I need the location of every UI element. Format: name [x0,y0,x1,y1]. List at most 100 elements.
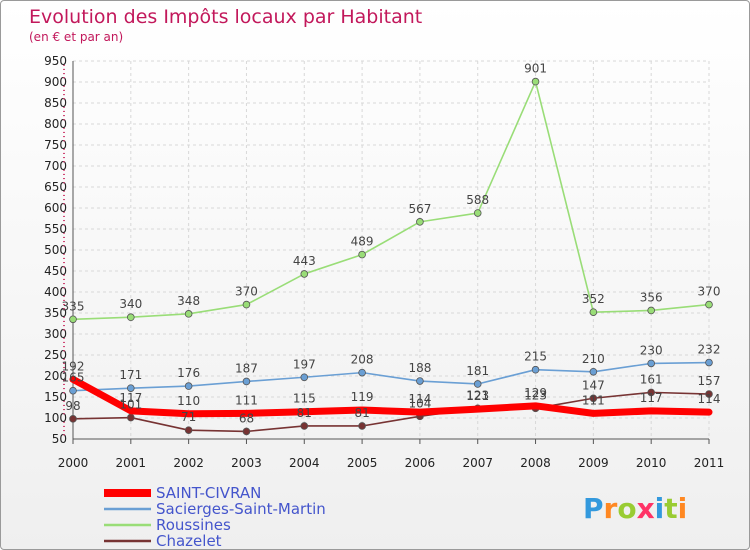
data-point-chazelet [589,394,598,403]
x-tick-label: 2003 [231,456,262,470]
data-point-roussines [242,300,251,309]
data-label-chazelet: 71 [181,410,196,424]
legend: SAINT-CIVRANSacierges-Saint-MartinRoussi… [104,484,326,549]
data-label-chazelet: 123 [524,388,547,402]
data-label-sacierges-saint-martin: 215 [524,350,547,364]
data-label-chazelet: 161 [640,372,663,386]
x-tick-label: 2011 [694,456,725,470]
data-label-chazelet: 147 [582,378,605,392]
data-point-sacierges-saint-martin [184,382,193,390]
legend-label-chazelet: Chazelet [156,532,222,549]
x-tick-label: 2002 [173,456,204,470]
x-tick-label: 2000 [58,456,89,470]
y-tick-label: 800 [44,117,67,131]
data-point-roussines [473,209,482,217]
data-point-sacierges-saint-martin [416,377,424,385]
data-label-roussines: 567 [408,202,431,216]
data-label-chazelet: 157 [698,374,721,388]
x-tick-label: 2010 [636,456,667,470]
data-point-roussines [184,310,193,318]
series-line-chazelet [72,391,710,433]
x-tick-label: 2007 [462,456,493,470]
y-tick-label: 300 [44,327,67,341]
y-tick-label: 900 [44,75,67,89]
data-label-sacierges-saint-martin: 230 [640,343,663,357]
y-tick-label: 850 [44,96,67,110]
data-point-sacierges-saint-martin [127,384,135,392]
data-label-saint-civran: 117 [119,391,142,405]
data-label-saint-civran: 117 [640,391,663,405]
data-label-sacierges-saint-martin: 210 [582,352,605,366]
data-label-chazelet: 98 [65,399,80,413]
data-point-chazelet [705,390,713,398]
data-label-sacierges-saint-martin: 165 [62,371,85,385]
data-label-roussines: 356 [640,290,663,304]
data-point-roussines [127,313,135,322]
data-point-sacierges-saint-martin [473,380,482,388]
data-point-sacierges-saint-martin [531,365,540,374]
data-label-sacierges-saint-martin: 232 [698,343,721,357]
y-tick-label: 450 [44,264,67,278]
data-point-sacierges-saint-martin [69,386,77,395]
data-label-saint-civran: 192 [62,359,85,373]
data-point-sacierges-saint-martin [358,368,366,377]
data-label-sacierges-saint-martin: 181 [466,364,489,378]
x-tick-label: 2001 [116,456,147,470]
data-point-roussines [647,306,655,315]
data-point-chazelet [647,388,655,397]
legend-label-sacierges-saint-martin: Sacierges-Saint-Martin [156,500,326,518]
data-point-roussines [300,270,309,278]
data-label-chazelet: 81 [297,406,312,420]
x-tick-label: 2004 [289,456,320,470]
data-label-roussines: 370 [235,285,258,299]
data-point-sacierges-saint-martin [647,359,655,368]
y-tick-label: 950 [44,54,67,68]
legend-label-saint-civran: SAINT-CIVRAN [156,484,261,502]
data-label-saint-civran: 114 [408,392,431,406]
data-point-chazelet [184,426,193,434]
data-label-roussines: 352 [582,292,605,306]
data-label-sacierges-saint-martin: 187 [235,361,258,375]
data-point-roussines [69,315,77,324]
y-tick-label: 250 [44,348,67,362]
data-label-roussines: 370 [698,285,721,299]
data-label-roussines: 340 [119,297,142,311]
data-label-roussines: 588 [466,193,489,207]
data-label-saint-civran: 121 [466,389,489,403]
y-tick-label: 750 [44,138,67,152]
data-label-sacierges-saint-martin: 208 [351,353,374,367]
data-point-sacierges-saint-martin [705,358,713,367]
x-tick-label: 2009 [578,456,609,470]
data-label-chazelet: 81 [354,406,369,420]
y-tick-label: 200 [44,369,67,383]
axes: 50 100 150 200 250 300 350 400 450 500 550 600 650 70… [44,54,724,470]
data-point-roussines [705,300,713,309]
data-point-chazelet [69,415,77,423]
data-label-saint-civran: 115 [293,392,316,406]
data-label-saint-civran: 129 [524,386,547,400]
data-point-chazelet [127,413,135,422]
x-tick-label: 2005 [347,456,378,470]
series-line-roussines [72,80,710,321]
data-point-chazelet [358,422,366,430]
data-label-chazelet: 68 [239,411,254,425]
x-tick-label: 2006 [405,456,436,470]
logo-text: Proxiti [583,492,687,525]
y-tick-label: 350 [44,306,67,320]
data-label-saint-civran: 110 [177,394,200,408]
data-label-roussines: 348 [177,294,200,308]
data-point-chazelet [300,422,309,430]
data-label-roussines: 443 [293,254,316,268]
data-label-saint-civran: 111 [235,393,258,407]
series [69,77,713,436]
chart-title: Evolution des Impôts locaux par Habitant [29,6,422,28]
data-label-roussines: 901 [524,62,547,76]
data-label-sacierges-saint-martin: 171 [119,368,142,382]
data-label-chazelet: 104 [408,396,431,410]
data-label-chazelet: 123 [466,388,489,402]
y-tick-label: 600 [44,201,67,215]
data-point-chazelet [242,427,251,436]
